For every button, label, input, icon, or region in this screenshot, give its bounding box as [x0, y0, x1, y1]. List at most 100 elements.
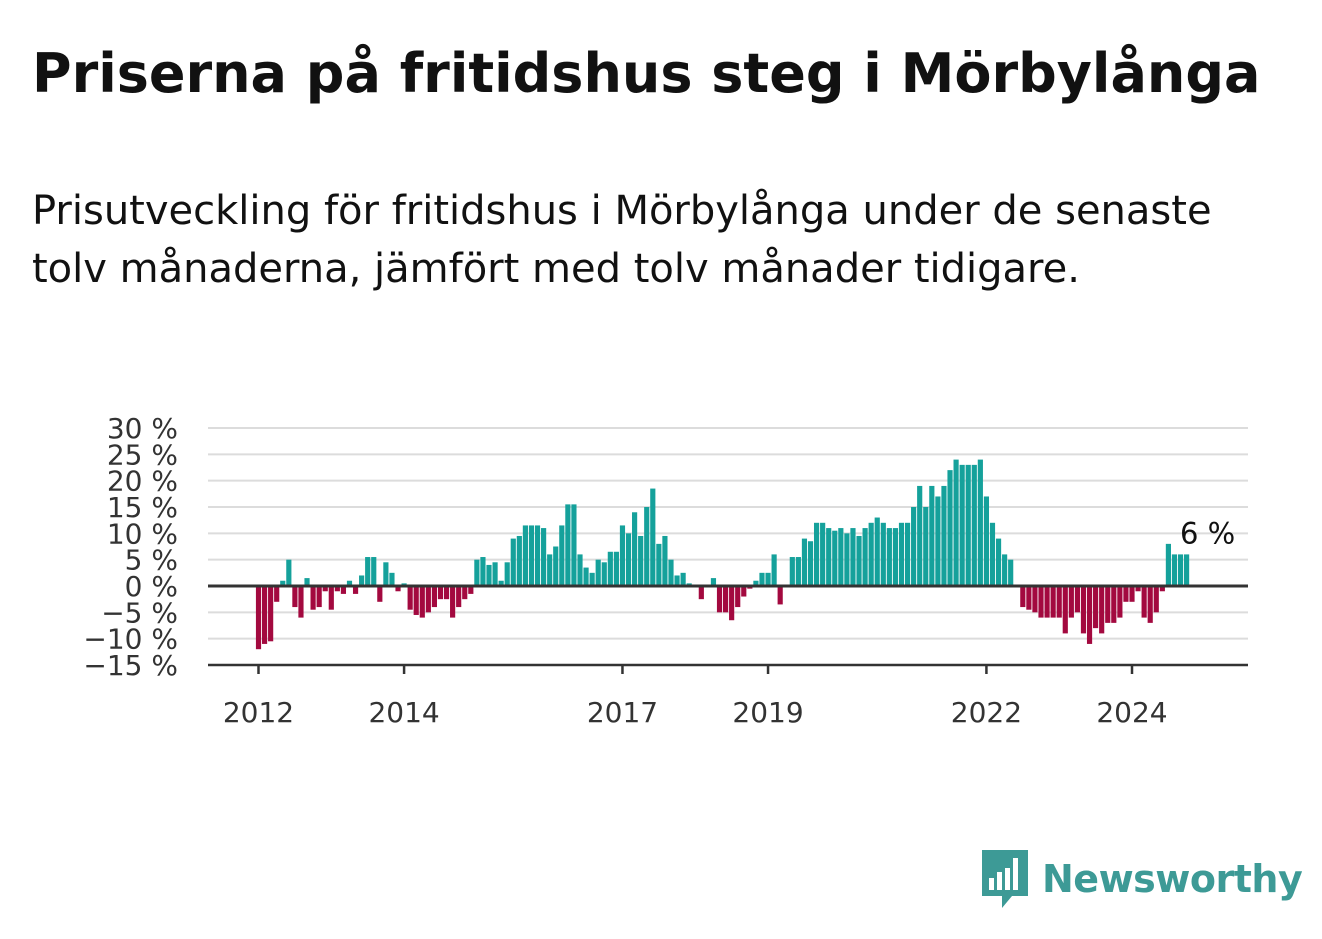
bar [911, 507, 917, 586]
bar [322, 586, 328, 592]
bar [1026, 586, 1032, 610]
bar [456, 586, 462, 608]
bar [1020, 586, 1026, 608]
bar [613, 551, 619, 586]
bar [474, 559, 480, 586]
bar [462, 586, 468, 600]
bar [892, 528, 899, 586]
bar [431, 586, 437, 608]
bar [759, 572, 765, 586]
bar [1002, 554, 1008, 586]
bar [268, 586, 274, 642]
bar [807, 541, 814, 586]
chart-title: Priserna på fritidshus steg i Mörbylånga [32, 42, 1261, 105]
bar [292, 586, 298, 608]
bar [941, 485, 947, 586]
bar [419, 586, 425, 618]
bar [1105, 586, 1111, 623]
y-tick-label: 25 % [107, 438, 178, 471]
bar [553, 546, 559, 586]
bar [365, 557, 371, 586]
y-tick-label: 10 % [107, 517, 178, 550]
bar [710, 578, 717, 586]
bar [844, 533, 850, 586]
bar [650, 488, 656, 586]
bar [1038, 586, 1044, 618]
bar [304, 578, 310, 586]
bar [443, 586, 450, 600]
bar [771, 554, 777, 586]
bar [638, 535, 644, 586]
bar [898, 522, 905, 586]
bar [795, 557, 801, 586]
bar [735, 586, 741, 608]
bar [371, 557, 377, 586]
x-tick-label: 2024 [1096, 696, 1167, 729]
brand-name: Newsworthy [1042, 857, 1303, 901]
bar [1177, 554, 1184, 586]
bar [1111, 586, 1117, 623]
x-axis-labels: 2012 2014 2017 2019 2022 2024 [223, 665, 1168, 729]
bar [534, 525, 541, 586]
bar [971, 464, 977, 586]
bar [959, 464, 965, 586]
bar [389, 572, 395, 586]
bar [619, 525, 626, 586]
bar [541, 528, 547, 586]
bar [607, 551, 613, 586]
bar [486, 564, 492, 586]
bar [874, 517, 880, 586]
bar [565, 504, 571, 586]
x-tick-label: 2014 [368, 696, 439, 729]
bar [528, 525, 535, 586]
bar [868, 522, 874, 586]
newsworthy-brand: Newsworthy [980, 848, 1303, 910]
bar [880, 522, 886, 586]
bar [1056, 586, 1062, 618]
bar [1129, 586, 1135, 602]
bar [862, 528, 868, 586]
bar [480, 557, 486, 586]
bar [917, 485, 923, 586]
bar [656, 543, 662, 586]
bar [1153, 586, 1159, 613]
bar [765, 572, 771, 586]
bar [1086, 586, 1093, 644]
bar [741, 586, 747, 597]
bar [856, 535, 862, 586]
bar [1080, 586, 1087, 634]
gridlines [208, 427, 1248, 640]
bar [989, 522, 996, 586]
bar [328, 586, 334, 610]
bar [1008, 559, 1014, 586]
x-tick-label: 2017 [587, 696, 658, 729]
y-tick-label: −15 % [83, 649, 178, 682]
bar [1074, 586, 1080, 613]
bar [886, 528, 892, 586]
bar [838, 528, 844, 586]
bar [668, 559, 674, 586]
bar [1050, 586, 1056, 618]
last-value-label: 6 % [1180, 516, 1235, 550]
bar [625, 533, 632, 586]
bar [983, 496, 990, 586]
bar [680, 572, 686, 586]
bar [820, 522, 826, 586]
bar [753, 580, 759, 586]
bar [286, 559, 292, 586]
bar [965, 464, 971, 586]
bar [929, 485, 935, 586]
bar [1135, 586, 1141, 592]
bar [359, 575, 365, 586]
bar [298, 586, 304, 618]
bar [977, 459, 983, 586]
bar [1123, 586, 1129, 602]
bar [953, 459, 959, 586]
bar [947, 470, 953, 586]
bar [632, 512, 638, 586]
bar [395, 586, 401, 592]
bar [571, 504, 577, 586]
bar [904, 522, 911, 586]
bar [261, 586, 268, 644]
bar [935, 496, 941, 586]
